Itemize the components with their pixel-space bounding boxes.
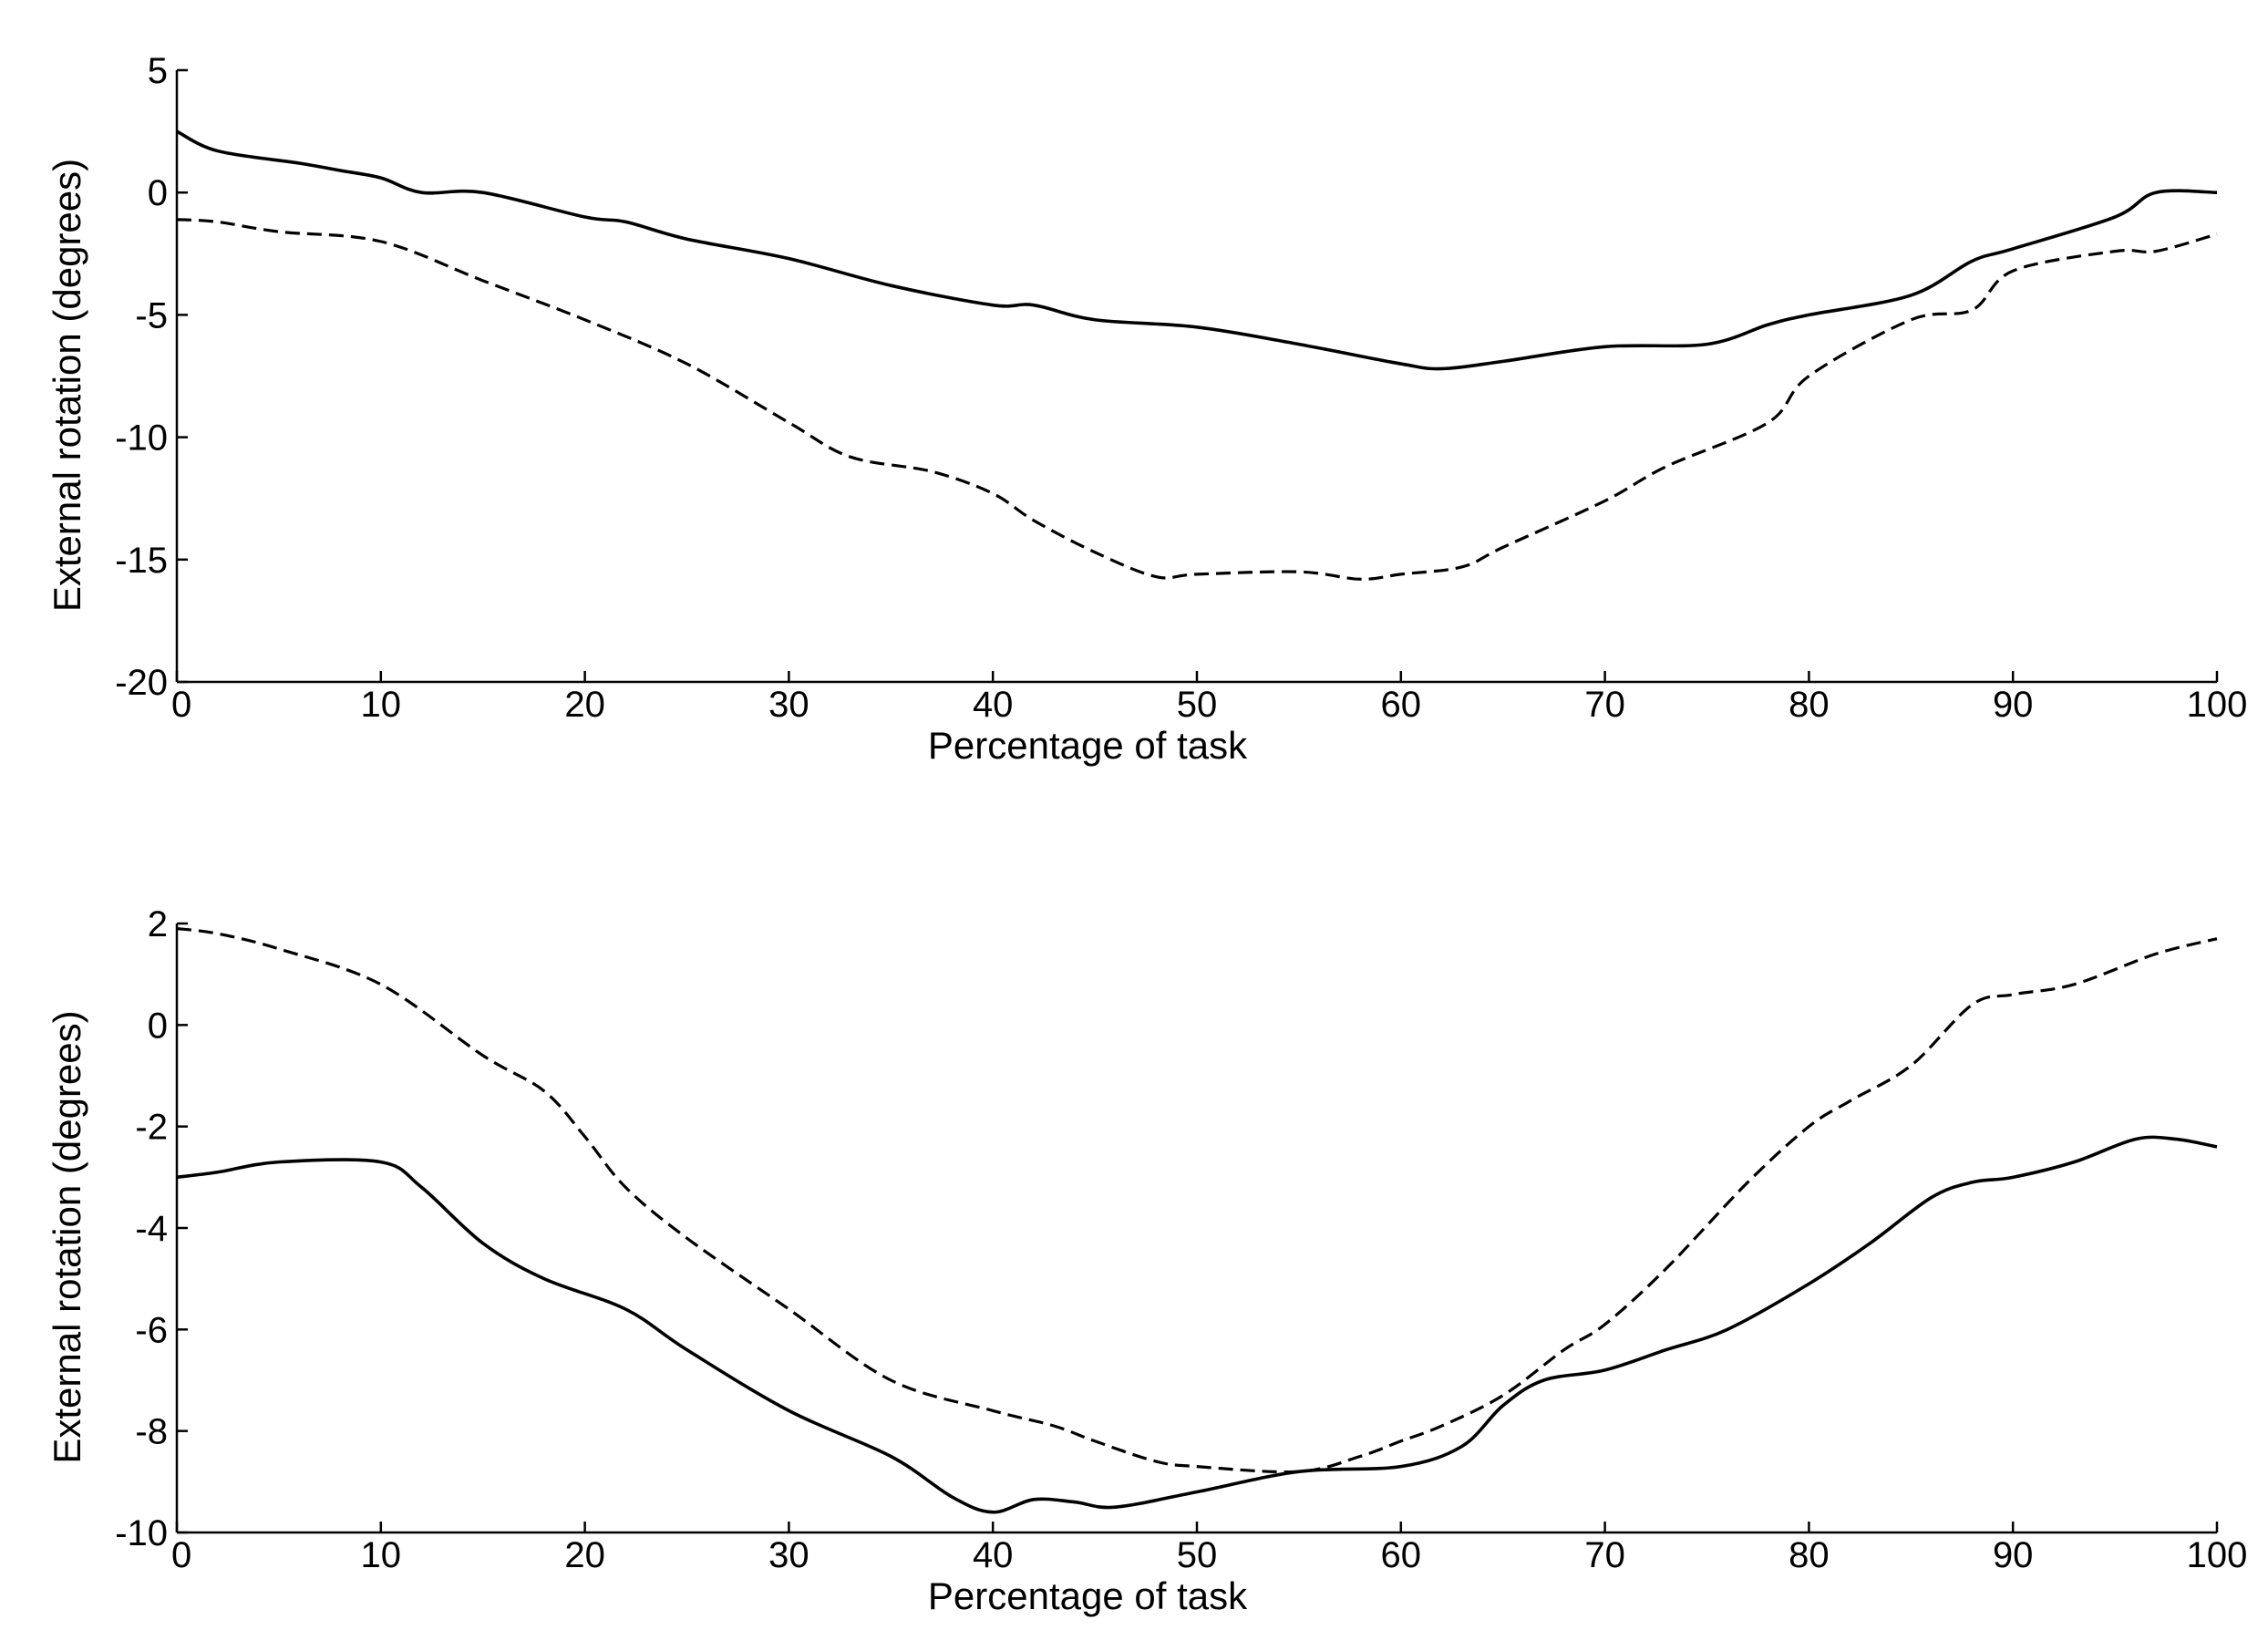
x-tick-label: 70 — [1584, 685, 1625, 725]
chart-panel-1: 0 10 20 30 40 50 60 70 80 90 100 -20 -15 -10 -5 0 5 Perce… — [46, 51, 2247, 767]
x-tick-label: 0 — [171, 1535, 191, 1575]
y-tick-label: -15 — [115, 541, 168, 581]
chart-panel-2: 0 10 20 30 40 50 60 70 80 90 100 -10 -8 -6 -4 -2 0 2 Perce… — [46, 904, 2247, 1617]
y-tick-label: 2 — [148, 904, 168, 944]
x-tick-label: 100 — [2187, 685, 2248, 725]
x-tick-label: 100 — [2187, 1535, 2248, 1575]
y-tick-label: 0 — [148, 1006, 168, 1046]
y-tick-label: -8 — [135, 1412, 168, 1452]
x-tick-label: 40 — [973, 1535, 1014, 1575]
y-tick-label: -2 — [135, 1108, 168, 1148]
y-tick-label: 5 — [148, 51, 168, 91]
x-axis-title: Percentage of task — [928, 1574, 1248, 1617]
y-axis-title: External rotation (degrees) — [46, 159, 88, 612]
x-tick-label: 40 — [973, 685, 1014, 725]
x-tick-label: 50 — [1177, 685, 1218, 725]
solid-series-line — [176, 1135, 2218, 1514]
x-tick-label: 60 — [1381, 685, 1422, 725]
y-tick-label: -10 — [115, 1513, 168, 1553]
y-axis-title: External rotation (degrees) — [46, 1010, 88, 1463]
x-tick-label: 80 — [1789, 685, 1830, 725]
x-axis-title: Percentage of task — [928, 724, 1248, 767]
x-tick-label: 30 — [768, 1535, 809, 1575]
x-tick-label: 60 — [1381, 1535, 1422, 1575]
x-tick-label: 90 — [1993, 1535, 2034, 1575]
y-tick-label: -20 — [115, 663, 168, 703]
y-tick-label: -10 — [115, 418, 168, 459]
x-tick-label: 10 — [361, 685, 402, 725]
x-tick-label: 50 — [1177, 1535, 1218, 1575]
y-tick-label: 0 — [148, 173, 168, 213]
dashed-series-line — [176, 926, 2218, 1474]
x-tick-label: 20 — [564, 1535, 605, 1575]
x-tick-label: 70 — [1584, 1535, 1625, 1575]
solid-series-line — [176, 129, 2218, 371]
x-tick-label: 0 — [171, 685, 191, 725]
x-tick-label: 20 — [564, 685, 605, 725]
x-tick-label: 90 — [1993, 685, 2034, 725]
y-tick-label: -6 — [135, 1310, 168, 1350]
x-tick-label: 80 — [1789, 1535, 1830, 1575]
x-tick-label: 30 — [768, 685, 809, 725]
x-tick-label: 10 — [361, 1535, 402, 1575]
dashed-series-line — [176, 218, 2218, 581]
y-tick-label: -4 — [135, 1209, 168, 1249]
y-tick-label: -5 — [135, 295, 168, 335]
